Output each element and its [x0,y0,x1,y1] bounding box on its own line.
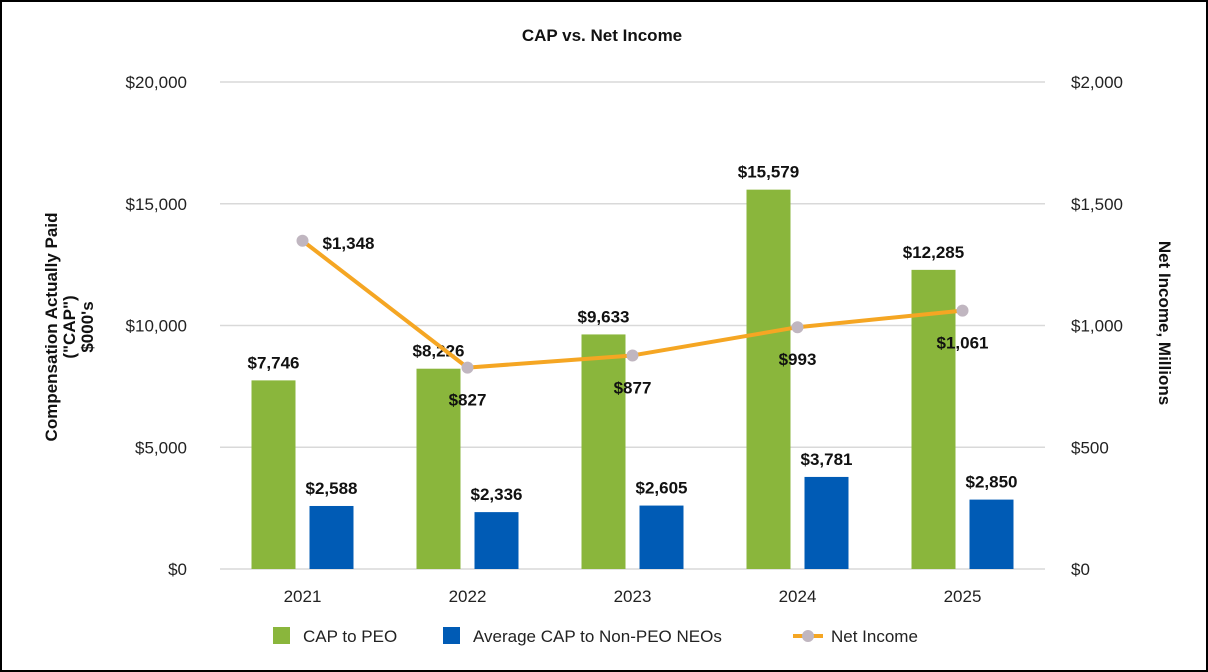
bar-data-label: $2,605 [636,479,688,498]
legend-swatch-average-cap [443,627,460,644]
category-label: 2023 [614,587,652,606]
net-income-data-label: $827 [449,391,487,410]
left-tick-label: $10,000 [126,317,187,336]
left-axis-title-line: ("CAP") [60,295,79,358]
chart-title: CAP vs. Net Income [522,26,682,45]
right-tick-label: $2,000 [1071,73,1123,92]
legend: CAP to PEO Average CAP to Non-PEO NEOs Net… [273,627,918,646]
net-income-marker [461,361,474,374]
right-axis-title: Net Income, Millions [1155,241,1174,405]
category-label: 2022 [449,587,487,606]
right-axis-ticks: $0 $500 $1,000 $1,500 $2,000 [1071,73,1123,579]
bar-cap-to-peo [251,380,296,569]
bar-cap-to-peo [746,189,791,569]
bar-average-cap-non-peo [474,512,519,569]
right-tick-label: $0 [1071,560,1090,579]
left-axis-title-line: $000's [78,301,97,352]
left-tick-label: $0 [168,560,187,579]
bar-average-cap-non-peo [804,476,849,569]
bar-data-label: $2,850 [966,473,1018,492]
bar-data-label: $2,336 [471,485,523,504]
category-labels: 2021 2022 2023 2024 2025 [284,587,982,606]
left-axis-title: Compensation Actually Paid("CAP")$000's [42,213,97,442]
legend-swatch-cap-to-peo [273,627,290,644]
bar-data-labels: $7,746$2,588$8,226$2,336$9,633$2,605$15,… [248,163,1018,504]
bar-cap-to-peo [416,368,461,569]
bar-data-label: $12,285 [903,243,964,262]
bar-series [251,189,1014,569]
net-income-marker [791,321,804,334]
bar-average-cap-non-peo [309,505,354,569]
legend-label-cap-to-peo: CAP to PEO [303,627,397,646]
net-income-marker [296,234,309,247]
category-label: 2021 [284,587,322,606]
bar-average-cap-non-peo [969,499,1014,569]
line-data-labels: $1,348 $827 $877 $993 $1,061 [323,234,989,410]
left-tick-label: $15,000 [126,195,187,214]
bar-cap-to-peo [581,334,626,569]
bar-cap-to-peo [911,269,956,569]
category-label: 2024 [779,587,817,606]
legend-label-net-income: Net Income [831,627,918,646]
line-series [296,234,969,374]
left-tick-label: $5,000 [135,438,187,457]
legend-label-average-cap: Average CAP to Non-PEO NEOs [473,627,722,646]
bar-data-label: $9,633 [578,307,630,326]
left-tick-label: $20,000 [126,73,187,92]
net-income-line [301,239,963,370]
net-income-marker [956,304,969,317]
right-tick-label: $1,000 [1071,317,1123,336]
bar-data-label: $2,588 [306,479,358,498]
category-label: 2025 [944,587,982,606]
left-axis-title-line: Compensation Actually Paid [42,213,61,442]
bar-data-label: $15,579 [738,163,799,182]
legend-swatch-net-income-marker [802,630,814,642]
right-tick-label: $1,500 [1071,195,1123,214]
bar-data-label: $3,781 [801,450,853,469]
net-income-data-label: $877 [614,378,652,397]
net-income-marker [626,349,639,362]
bar-average-cap-non-peo [639,505,684,569]
net-income-data-label: $993 [779,350,817,369]
left-axis-ticks: $0 $5,000 $10,000 $15,000 $20,000 [126,73,187,579]
right-tick-label: $500 [1071,438,1109,457]
net-income-data-label: $1,348 [323,234,375,253]
bar-data-label: $7,746 [248,353,300,372]
gridlines [220,81,1045,570]
net-income-data-label: $1,061 [937,334,989,353]
